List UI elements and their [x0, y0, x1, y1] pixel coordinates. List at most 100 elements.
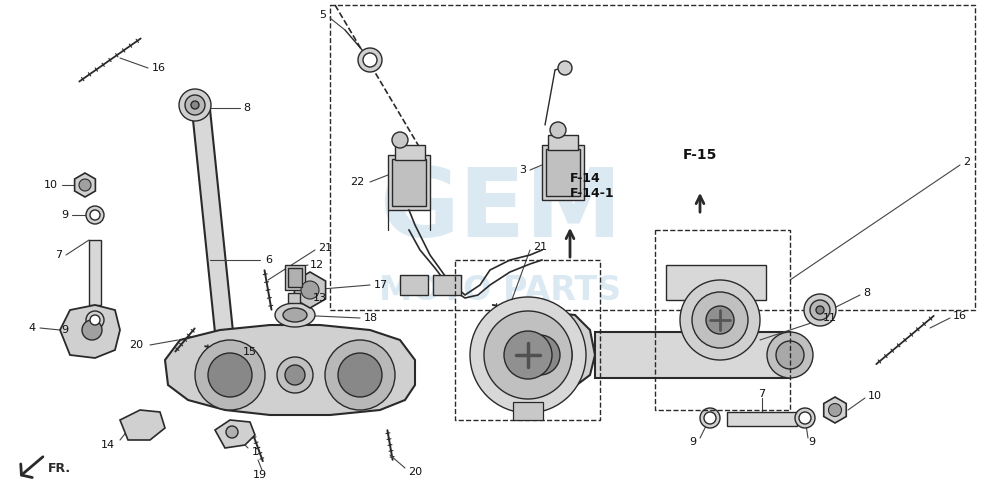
Polygon shape	[294, 272, 325, 308]
Circle shape	[277, 357, 313, 393]
Bar	[513, 402, 543, 420]
Circle shape	[358, 48, 382, 72]
Polygon shape	[191, 99, 239, 391]
Bar	[727, 412, 797, 426]
Polygon shape	[120, 410, 165, 440]
Circle shape	[82, 320, 102, 340]
Text: 11: 11	[823, 313, 837, 323]
Polygon shape	[824, 397, 846, 423]
Circle shape	[86, 311, 104, 329]
Text: 2: 2	[963, 157, 970, 167]
Circle shape	[79, 179, 91, 191]
Circle shape	[179, 89, 211, 121]
Text: 1: 1	[252, 447, 259, 457]
Text: 18: 18	[364, 313, 378, 323]
Circle shape	[706, 306, 734, 334]
Text: 6: 6	[265, 255, 272, 265]
Circle shape	[520, 335, 560, 375]
Text: 9: 9	[808, 437, 815, 447]
Bar	[388, 155, 430, 210]
Circle shape	[363, 53, 377, 67]
Circle shape	[392, 132, 408, 148]
Circle shape	[692, 292, 748, 348]
Text: 10: 10	[868, 391, 882, 401]
Text: 20: 20	[129, 340, 143, 350]
Text: 4: 4	[29, 323, 36, 333]
Text: 22: 22	[349, 177, 364, 187]
Circle shape	[558, 61, 572, 75]
Text: 9: 9	[689, 437, 696, 447]
Bar	[400, 275, 428, 295]
Circle shape	[804, 294, 836, 326]
Text: 20: 20	[408, 467, 422, 477]
Text: 12: 12	[310, 260, 324, 270]
Text: 16: 16	[953, 311, 967, 321]
Text: F-15: F-15	[683, 148, 717, 162]
Text: MOTO PARTS: MOTO PARTS	[379, 274, 622, 306]
Circle shape	[208, 353, 252, 397]
Circle shape	[90, 315, 100, 325]
Text: 16: 16	[152, 63, 166, 73]
Circle shape	[816, 306, 824, 314]
Circle shape	[191, 101, 199, 109]
Bar	[546, 149, 580, 196]
Text: 17: 17	[374, 280, 388, 290]
Circle shape	[325, 340, 395, 410]
Bar	[285, 265, 305, 290]
Text: 3: 3	[519, 165, 526, 175]
Text: GEM: GEM	[379, 164, 622, 256]
Circle shape	[504, 331, 552, 379]
Ellipse shape	[275, 303, 315, 327]
Circle shape	[338, 353, 382, 397]
Circle shape	[795, 408, 815, 428]
Circle shape	[829, 404, 842, 416]
Text: 21: 21	[533, 242, 548, 252]
Circle shape	[484, 311, 572, 399]
Polygon shape	[485, 312, 595, 395]
Circle shape	[90, 210, 100, 220]
Bar	[89, 240, 101, 305]
Polygon shape	[75, 173, 95, 197]
Ellipse shape	[283, 308, 307, 322]
Polygon shape	[60, 305, 120, 358]
Bar	[288, 268, 302, 287]
Circle shape	[86, 206, 104, 224]
Circle shape	[470, 297, 586, 413]
Circle shape	[285, 365, 305, 385]
Text: 21: 21	[318, 243, 332, 253]
Text: 8: 8	[243, 103, 250, 113]
Bar	[288, 293, 300, 303]
Text: 7: 7	[55, 250, 62, 260]
Text: 10: 10	[44, 180, 58, 190]
Text: 5: 5	[319, 10, 326, 20]
Circle shape	[226, 426, 238, 438]
Text: 9: 9	[61, 325, 68, 335]
Bar	[392, 159, 426, 206]
Circle shape	[776, 341, 804, 369]
Circle shape	[508, 323, 572, 387]
Circle shape	[550, 122, 566, 138]
Circle shape	[767, 332, 813, 378]
Circle shape	[301, 281, 319, 299]
Text: FR.: FR.	[48, 462, 71, 474]
Text: 14: 14	[101, 440, 115, 450]
Circle shape	[195, 340, 265, 410]
Text: 8: 8	[863, 288, 870, 298]
Circle shape	[704, 412, 716, 424]
Text: F-14
F-14-1: F-14 F-14-1	[570, 172, 615, 200]
Text: 19: 19	[253, 470, 267, 480]
Text: 7: 7	[759, 389, 766, 399]
Circle shape	[700, 408, 720, 428]
Circle shape	[680, 280, 760, 360]
Polygon shape	[165, 325, 415, 415]
Circle shape	[810, 300, 830, 320]
Bar	[395, 145, 425, 160]
Circle shape	[799, 412, 811, 424]
Text: 15: 15	[243, 347, 257, 357]
Bar	[595, 332, 790, 378]
Bar	[433, 275, 461, 295]
Circle shape	[185, 95, 205, 115]
Text: 9: 9	[61, 210, 68, 220]
Bar	[542, 145, 584, 200]
Bar	[666, 265, 766, 300]
